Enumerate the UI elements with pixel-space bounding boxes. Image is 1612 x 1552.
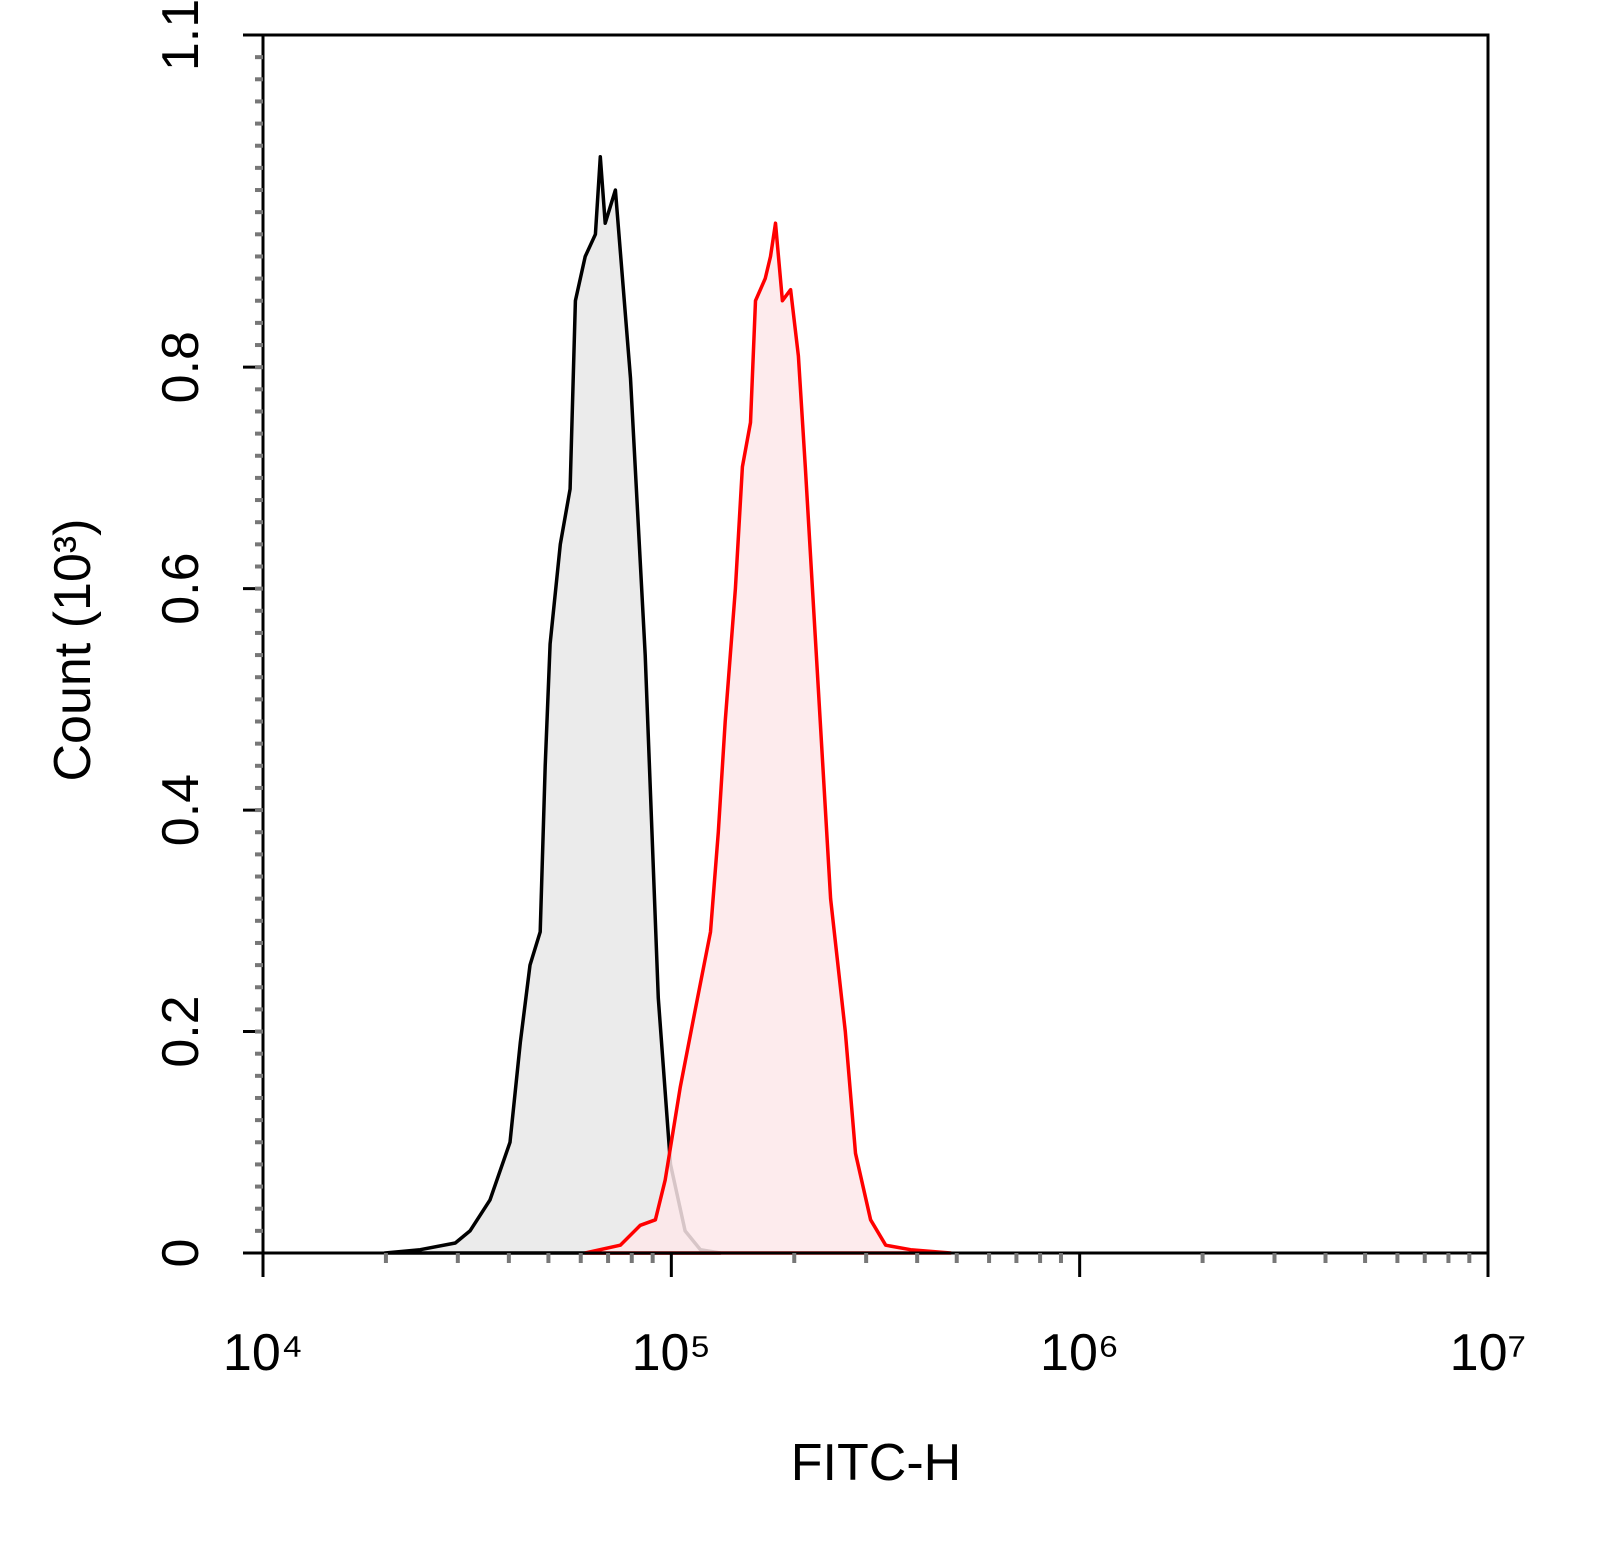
y-axis-label: Count (10³) xyxy=(44,519,102,782)
x-tick-label: 10⁴ xyxy=(223,1324,303,1382)
x-tick-label: 10⁷ xyxy=(1450,1324,1527,1382)
x-tick-label: 10⁶ xyxy=(1040,1324,1119,1382)
x-axis-label: FITC-H xyxy=(791,1434,961,1492)
y-tick-label: 0.2 xyxy=(152,995,210,1067)
histogram xyxy=(383,155,723,1255)
histogram xyxy=(583,221,953,1255)
y-tick-label: 1.1 xyxy=(152,0,210,71)
y-tick-label: 0 xyxy=(152,1239,210,1268)
y-tick-label: 0.6 xyxy=(152,552,210,624)
y-tick-label: 0.8 xyxy=(152,331,210,403)
plot-frame xyxy=(261,33,1490,1255)
y-tick-label: 0.4 xyxy=(152,774,210,846)
x-tick-label: 10⁵ xyxy=(632,1324,711,1382)
